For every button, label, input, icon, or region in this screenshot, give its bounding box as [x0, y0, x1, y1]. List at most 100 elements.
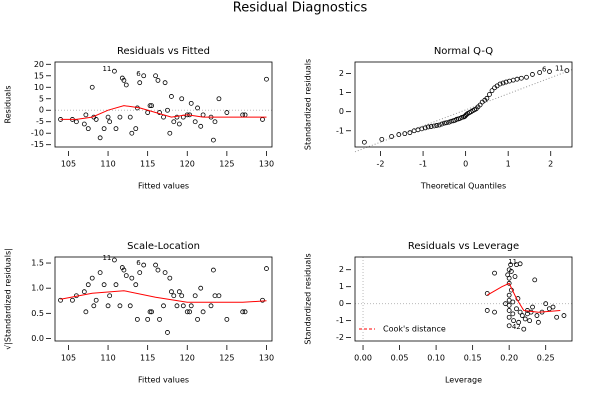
point	[133, 282, 139, 288]
x-tick-label: 105	[61, 160, 76, 169]
panel: Scale-Location Fitted values √|Standardize…	[4, 241, 275, 385]
point	[91, 303, 97, 309]
point	[176, 289, 182, 295]
point	[510, 77, 516, 83]
point	[506, 314, 512, 320]
y-tick-label: -1	[336, 316, 344, 325]
point	[212, 293, 218, 299]
point	[547, 69, 552, 74]
point	[117, 303, 123, 309]
point-label: 11	[508, 258, 517, 266]
x-tick-label: 2	[548, 160, 553, 169]
x-tick-label: 130	[259, 354, 274, 363]
point	[260, 117, 265, 122]
point	[195, 105, 200, 111]
x-tick-label: 110	[100, 354, 115, 363]
point	[187, 309, 193, 315]
x-tick-label: 115	[140, 354, 155, 363]
point	[407, 130, 413, 136]
x-tick-label: 0.05	[391, 354, 409, 363]
point	[521, 326, 527, 332]
y-tick-label: 20	[34, 60, 44, 69]
point	[487, 92, 492, 97]
point	[169, 94, 174, 99]
panel: Normal Q-Q Theoretical Quantiles Standardi…	[304, 46, 573, 191]
point	[85, 126, 91, 132]
point	[518, 75, 524, 81]
smooth-line	[60, 290, 267, 303]
point	[512, 274, 518, 279]
point	[528, 309, 534, 315]
point	[162, 270, 168, 275]
point	[97, 270, 103, 275]
point	[107, 293, 113, 299]
point	[527, 318, 533, 324]
point	[161, 303, 166, 309]
point	[208, 303, 214, 309]
point	[506, 275, 512, 281]
panel-title: Residuals vs Leverage	[408, 241, 519, 252]
point	[127, 114, 133, 120]
point	[169, 289, 174, 295]
point	[145, 110, 151, 115]
x-tick-label: 0	[463, 160, 468, 169]
point	[174, 114, 180, 120]
point	[127, 303, 133, 309]
point	[121, 267, 127, 273]
x-tick-label: 110	[100, 160, 115, 169]
point	[174, 303, 180, 309]
point	[117, 114, 123, 120]
x-tick-label: 120	[180, 354, 195, 363]
point	[508, 262, 514, 268]
point	[188, 100, 194, 106]
point	[167, 130, 173, 136]
y-axis-label: √|Standardized residuals|	[4, 248, 13, 350]
point	[484, 95, 490, 101]
y-tick-label: 0	[339, 107, 344, 116]
point	[497, 81, 503, 87]
x-tick-label: -1	[419, 160, 427, 169]
point	[105, 114, 111, 120]
point	[113, 282, 119, 288]
x-tick-label: 125	[219, 160, 234, 169]
point	[93, 117, 99, 122]
point	[434, 123, 440, 128]
y-tick-label: 0.0	[31, 334, 44, 343]
point	[157, 316, 162, 322]
panel-title: Scale-Location	[127, 241, 200, 252]
point	[58, 297, 63, 303]
y-axis-label: Standardized residuals	[304, 59, 313, 150]
y-axis-label: Standardized residuals	[304, 253, 313, 344]
point	[530, 304, 535, 310]
point	[105, 303, 111, 309]
point	[537, 70, 543, 75]
point	[484, 308, 490, 313]
point	[396, 132, 402, 137]
x-tick-label: -2	[377, 160, 385, 169]
y-axis-label: Residuals	[4, 86, 13, 124]
point	[111, 68, 117, 74]
point	[192, 293, 198, 299]
point	[550, 304, 556, 310]
smooth-line	[486, 282, 561, 313]
legend-label: Cook's distance	[383, 325, 446, 334]
point	[165, 107, 170, 113]
point	[97, 135, 103, 141]
point	[81, 121, 87, 127]
plot-frame	[54, 61, 273, 148]
chart-title: Residual Diagnostics	[233, 1, 368, 16]
point	[111, 257, 117, 263]
point	[519, 313, 525, 318]
panel: Residuals vs Leverage Leverage Standardize…	[304, 241, 573, 385]
point	[188, 303, 194, 309]
point	[123, 82, 129, 88]
point	[101, 126, 107, 132]
x-tick-label: 115	[140, 160, 155, 169]
point	[264, 266, 269, 271]
point	[83, 309, 89, 315]
point	[133, 126, 139, 132]
point	[184, 309, 190, 315]
panel-title: Residuals vs Fitted	[117, 46, 210, 57]
x-tick-label: 0.00	[354, 354, 372, 363]
point	[535, 319, 541, 325]
